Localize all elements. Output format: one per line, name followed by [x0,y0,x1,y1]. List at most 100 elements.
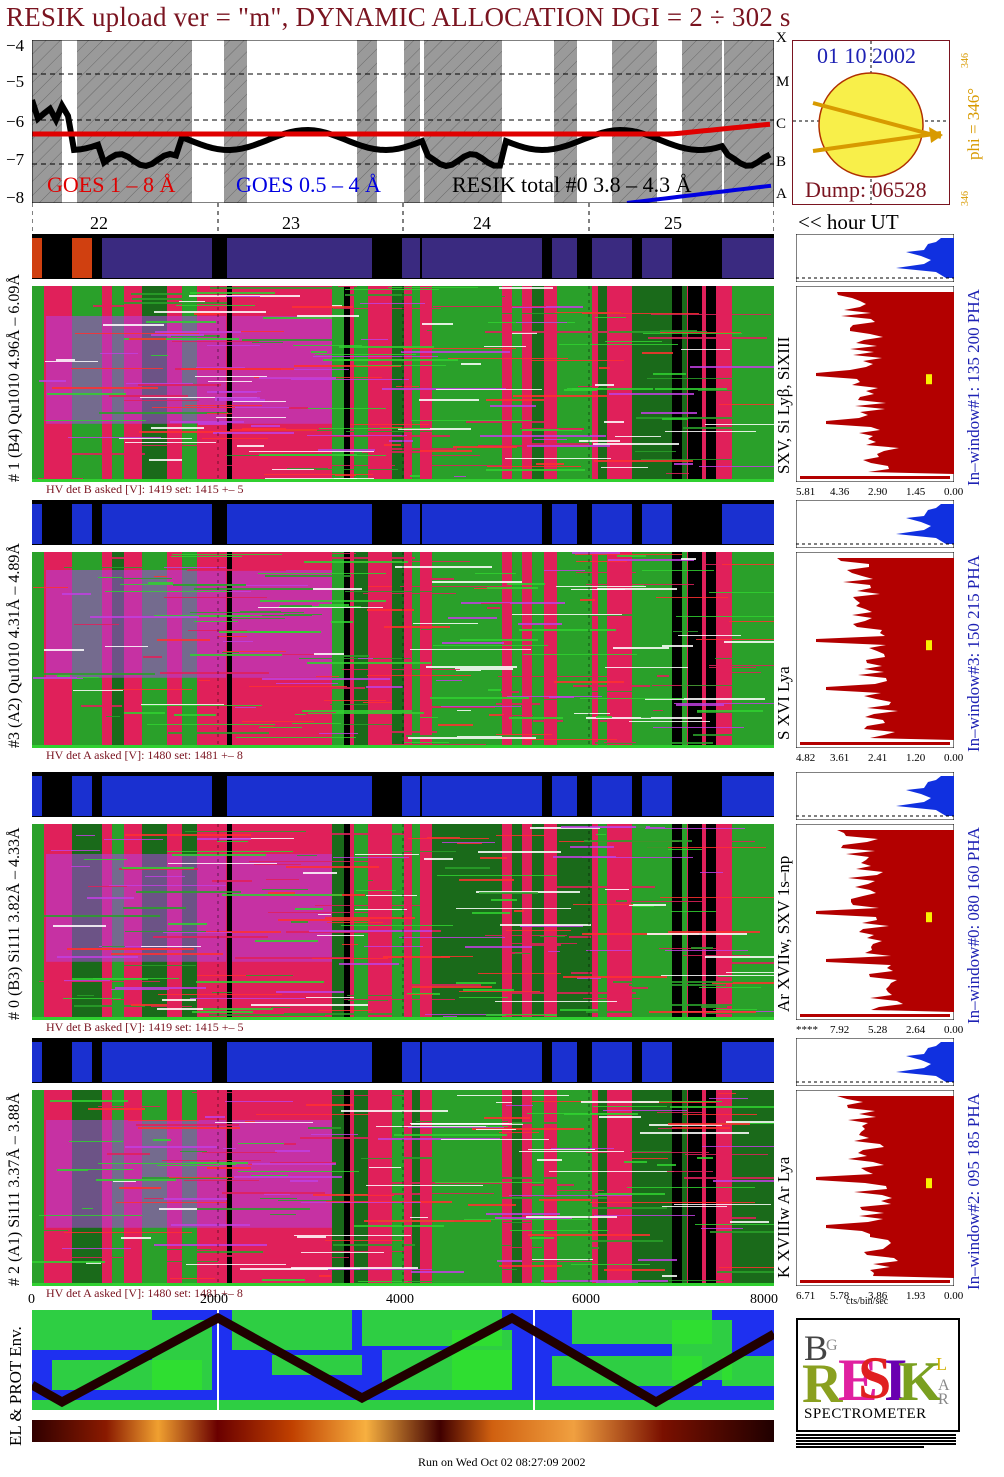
histogram-x-tick: 1.20 [906,752,926,764]
hour-label: 23 [282,213,300,233]
line-intensity-histogram [796,552,954,748]
spectrogram-panel [32,824,774,1020]
svg-text:A: A [938,1377,950,1394]
goes-ytick: −4 [6,36,25,55]
dump-label: Dump: 06528 [805,177,927,202]
phi-bottom: 346 [960,191,971,206]
histogram-x-tick: 5.81 [796,486,816,498]
logo-graphic: B G R E S I K L A R [802,1324,954,1415]
phi-label: phi = 346° [964,87,983,160]
pha-histogram [796,772,954,820]
svg-text:I: I [884,1347,907,1413]
goes-ytick: −5 [6,72,25,91]
class-letter: X [776,30,787,46]
channel-lines-label: SXV, Si Lyβ, SiXIII [774,336,793,474]
histogram-x-tick: 6.71 [796,1290,816,1302]
histogram-x-tick: 2.41 [868,752,888,764]
hour-gridlines [32,203,774,233]
hv-label: HV det A asked [V]: 1480 set: 1481 +– 8 [46,748,243,762]
resik-logo: B G R E S I K L A R SPECTROMETER [796,1318,960,1432]
hour-label: 24 [473,213,491,233]
logo-text: SPECTROMETER [804,1406,927,1422]
line-intensity-histogram [796,824,954,1020]
histogram-x-tick: 3.86 [868,1290,888,1302]
histogram-x-tick: 2.90 [868,486,888,498]
environment-label: EL & PROT Env. [6,1326,25,1446]
svg-text:R: R [938,1391,949,1408]
histogram-x-tick: 4.36 [830,486,850,498]
legend-resik-total: RESIK total #0 3.8 – 4.3 Å [452,172,692,197]
count-rate-strip [32,772,774,820]
pha-histogram [796,234,954,282]
in-window-label: In–window#2: 095 185 PHA [964,1093,983,1290]
class-letter: M [776,74,790,90]
environment-strip [32,1420,774,1442]
x-tick: 8000 [750,1292,778,1307]
count-rate-strip [32,234,774,282]
histogram-x-tick: 3.61 [830,752,850,764]
class-letter: A [776,186,787,202]
line-intensity-histogram [796,286,954,482]
footer-run-info: Run on Wed Oct 02 08:27:09 2002 [418,1455,586,1469]
channel-lines-label: Ar XVIIw, SXV 1s–np [774,855,793,1012]
x-tick: 2000 [200,1292,228,1307]
histogram-x-tick: 0.00 [944,752,964,764]
pha-histogram [796,500,954,548]
goes-ytick: −8 [6,188,25,207]
histogram-x-tick: 4.82 [796,752,816,764]
units-label: cts/bin/sec [846,1296,889,1307]
hv-label: HV det B asked [V]: 1419 set: 1415 +– 5 [46,1020,244,1034]
spectrogram-panel [32,552,774,748]
svg-text:S: S [858,1345,891,1411]
svg-text:B: B [804,1328,828,1368]
channel-left-label: # 1 (B4) Qu1010 4.96Å – 6.09Å [6,274,23,482]
in-window-label: In–window#1: 135 200 PHA [964,289,983,486]
svg-text:E: E [838,1347,878,1413]
sun-disk-icon [793,41,949,204]
histogram-x-tick: 0.00 [944,1290,964,1302]
in-window-label: In–window#0: 080 160 PHA [964,827,983,1024]
x-tick: 6000 [572,1292,600,1307]
hour-ut-label: << hour UT [798,210,899,234]
phi-top: 346 [960,53,971,68]
spectrogram-panel [32,286,774,482]
channel-left-label: # 0 (B3) Si111 3.82Å – 4.33Å [6,827,23,1020]
svg-text:L: L [936,1354,947,1374]
histogram-x-tick: 0.00 [944,486,964,498]
hour-label: 25 [664,213,682,233]
class-letter: C [776,116,787,132]
x-tick: 4000 [386,1292,414,1307]
channel-left-label: #3 (A2) Qu1010 4.31Å – 4.89Å [6,543,23,748]
logo-fineprint [796,1433,956,1449]
hv-label: HV det B asked [V]: 1419 set: 1415 +– 5 [46,482,244,496]
pha-histogram [796,1038,954,1086]
svg-text:G: G [826,1337,838,1354]
channel-left-label: # 2 (A1) Si111 3.37Å – 3.88Å [6,1092,23,1286]
page-title: RESIK upload ver = "m", DYNAMIC ALLOCATI… [6,2,791,32]
count-rate-strip [32,500,774,548]
environment-panel [32,1310,774,1410]
sun-position-box: 01 10 2002 Dump: 06528 [792,40,950,205]
svg-text:R: R [802,1353,843,1415]
svg-text:K: K [898,1351,942,1413]
class-letter: B [776,154,787,170]
goes-lightcurve-panel [32,40,774,203]
histogram-x-tick: 1.45 [906,486,926,498]
histogram-x-tick: 5.28 [868,1024,888,1036]
histogram-x-tick: 2.64 [906,1024,926,1036]
channel-lines-label: K XVIIIw Ar Lya [774,1156,793,1278]
in-window-label: In–window#3: 150 215 PHA [964,555,983,752]
x-tick: 0 [28,1292,35,1307]
hour-label: 22 [90,213,108,233]
legend-goes-long: GOES 1 – 8 Å [47,172,176,197]
histogram-x-tick: 7.92 [830,1024,850,1036]
channel-lines-label: S XVI Lya [774,666,793,740]
hv-label: HV det A asked [V]: 1480 set: 1481 +– 8 [46,1286,243,1300]
date-label: 01 10 2002 [817,43,916,68]
spectrogram-panel [32,1090,774,1286]
histogram-x-tick: 5.78 [830,1290,850,1302]
histogram-x-tick: 0.00 [944,1024,964,1036]
goes-ytick: −7 [6,150,25,169]
line-intensity-histogram [796,1090,954,1286]
